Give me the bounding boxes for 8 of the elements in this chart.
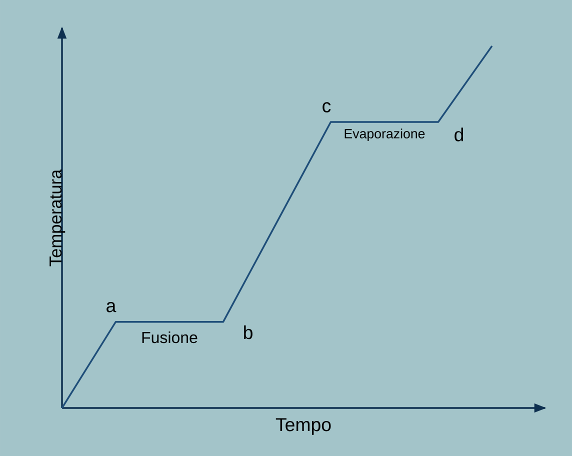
y-axis-title: Temperatura xyxy=(50,169,66,266)
annotation: Fusione xyxy=(142,331,198,344)
annotation: b xyxy=(244,325,252,340)
annotation: a xyxy=(106,302,116,312)
annotation: Evaporazione xyxy=(344,128,425,142)
x-axis-title: Tempo xyxy=(276,418,331,435)
annotation: d xyxy=(454,128,464,142)
annotation: c xyxy=(322,102,331,112)
